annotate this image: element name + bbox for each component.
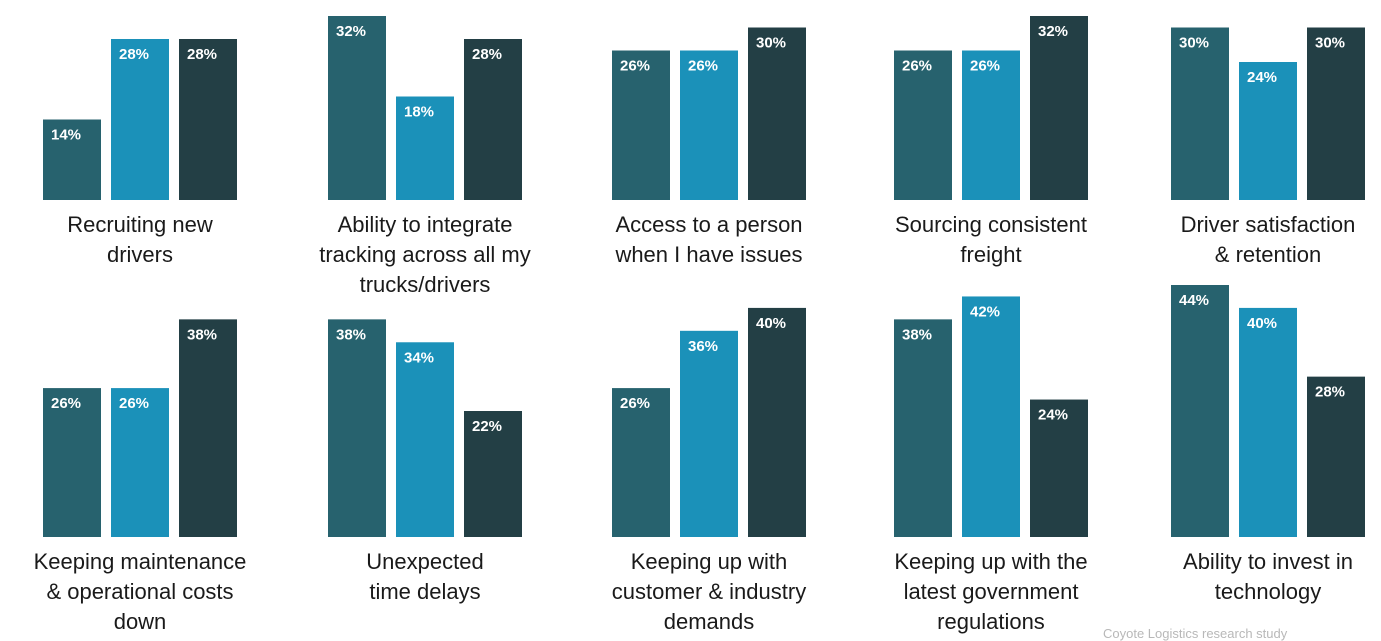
- bar-value-label: 30%: [1315, 35, 1345, 52]
- bar-value-label: 26%: [51, 395, 81, 412]
- category-label: Keeping up with the: [894, 549, 1087, 574]
- category-label: Keeping up with: [631, 549, 788, 574]
- bar: [612, 50, 670, 200]
- category-label: & operational costs: [46, 579, 233, 604]
- category-label: drivers: [107, 242, 173, 267]
- bar-value-label: 28%: [472, 46, 502, 63]
- bar: [680, 330, 738, 537]
- category-label: tracking across all my: [319, 242, 531, 267]
- chart-panel: 32% 18% 28% Ability to integrate tracking ac…: [319, 16, 531, 297]
- category-label: Driver satisfaction: [1181, 212, 1356, 237]
- bar: [328, 16, 386, 200]
- bar: [612, 388, 670, 537]
- bar-value-label: 42%: [970, 303, 1000, 320]
- bar-value-label: 32%: [336, 23, 366, 40]
- category-label: Unexpected: [366, 549, 483, 574]
- bar-value-label: 34%: [404, 349, 434, 366]
- category-label: Ability to integrate: [338, 212, 513, 237]
- category-label: Access to a person: [615, 212, 802, 237]
- category-label: Keeping maintenance: [34, 549, 247, 574]
- bar-value-label: 18%: [404, 104, 434, 121]
- bar-value-label: 24%: [1038, 407, 1068, 424]
- category-label: regulations: [937, 609, 1045, 634]
- bar: [894, 319, 952, 537]
- bar-value-label: 22%: [472, 418, 502, 435]
- bar: [111, 39, 169, 200]
- category-label: Recruiting new: [67, 212, 213, 237]
- bar: [396, 342, 454, 537]
- bar: [1171, 27, 1229, 200]
- bar-value-label: 38%: [336, 326, 366, 343]
- bar: [962, 50, 1020, 200]
- chart-panel: 30% 24% 30% Driver satisfaction & retention: [1171, 27, 1365, 267]
- bar-value-label: 26%: [620, 395, 650, 412]
- bar: [328, 319, 386, 537]
- bar: [43, 388, 101, 537]
- bar: [179, 319, 237, 537]
- bar: [1307, 376, 1365, 537]
- bar: [1239, 307, 1297, 537]
- bar: [1030, 16, 1088, 200]
- bar-value-label: 30%: [1179, 35, 1209, 52]
- bar-value-label: 26%: [688, 58, 718, 75]
- bar-value-label: 36%: [688, 338, 718, 355]
- bar-value-label: 28%: [187, 46, 217, 63]
- bar-value-label: 28%: [1315, 384, 1345, 401]
- bar-value-label: 26%: [620, 58, 650, 75]
- bar: [396, 96, 454, 200]
- bar-value-label: 38%: [902, 326, 932, 343]
- bar: [43, 119, 101, 200]
- bar: [111, 388, 169, 537]
- bar: [962, 296, 1020, 537]
- bar-value-label: 44%: [1179, 292, 1209, 309]
- bar: [1307, 27, 1365, 200]
- category-label: latest government: [904, 579, 1079, 604]
- chart-panel: 26% 26% 32% Sourcing consistent freight: [894, 16, 1088, 267]
- bar-value-label: 40%: [756, 315, 786, 332]
- category-label: Sourcing consistent: [895, 212, 1087, 237]
- chart-panel: 14% 28% 28% Recruiting new drivers: [43, 39, 237, 267]
- bar: [464, 39, 522, 200]
- chart-panel: 38% 42% 24% Keeping up with the latest gover…: [894, 296, 1088, 634]
- bar-value-label: 38%: [187, 326, 217, 343]
- bar: [464, 411, 522, 537]
- source-note: Coyote Logistics research study: [1103, 626, 1288, 641]
- bar: [748, 27, 806, 200]
- chart-panel: 44% 40% 28% Ability to invest in technology: [1171, 285, 1365, 604]
- bar: [748, 307, 806, 537]
- bar: [894, 50, 952, 200]
- bar-value-label: 40%: [1247, 315, 1277, 332]
- bar: [1171, 285, 1229, 537]
- bar-value-label: 26%: [970, 58, 1000, 75]
- bar-value-label: 26%: [902, 58, 932, 75]
- bar: [1030, 399, 1088, 537]
- category-label: when I have issues: [614, 242, 802, 267]
- category-label: down: [114, 609, 167, 634]
- bar: [1239, 62, 1297, 200]
- category-label: Ability to invest in: [1183, 549, 1353, 574]
- category-label: demands: [664, 609, 755, 634]
- chart-panel: 26% 36% 40% Keeping up with customer & indus…: [612, 307, 806, 634]
- bar-value-label: 28%: [119, 46, 149, 63]
- bar-value-label: 32%: [1038, 23, 1068, 40]
- bar-value-label: 30%: [756, 35, 786, 52]
- bar-value-label: 24%: [1247, 69, 1277, 86]
- chart-panel: 26% 26% 30% Access to a person when I have i…: [612, 27, 806, 267]
- category-label: technology: [1215, 579, 1321, 604]
- chart-panel: 38% 34% 22% Unexpected time delays: [328, 319, 522, 604]
- chart-panel: 26% 26% 38% Keeping maintenance & operationa…: [34, 319, 247, 634]
- category-label: time delays: [369, 579, 480, 604]
- category-label: freight: [960, 242, 1021, 267]
- category-label: trucks/drivers: [360, 272, 491, 297]
- bar: [680, 50, 738, 200]
- category-label: & retention: [1215, 242, 1321, 267]
- bar-value-label: 14%: [51, 127, 81, 144]
- category-label: customer & industry: [612, 579, 806, 604]
- bar-value-label: 26%: [119, 395, 149, 412]
- bar: [179, 39, 237, 200]
